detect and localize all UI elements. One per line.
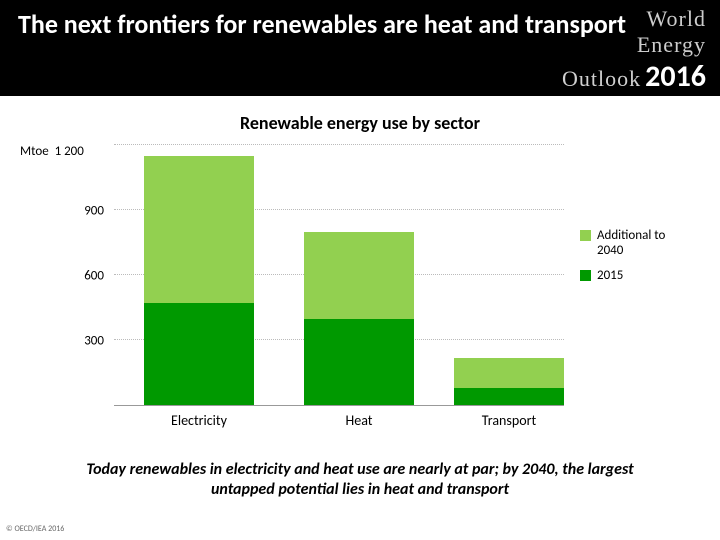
legend-item-2015: 2015 [580, 268, 687, 283]
bar-2015 [454, 388, 564, 405]
legend-swatch-additional [580, 230, 591, 241]
logo-line-1: World [562, 6, 706, 32]
category-label: Transport [454, 412, 564, 429]
weo-logo: World Energy Outlook2016 [562, 6, 706, 95]
chart-area: Mtoe 1 200 Additional to 2040 2015 30060… [24, 146, 696, 446]
legend-label-additional: Additional to 2040 [597, 228, 687, 258]
plot [114, 146, 564, 406]
legend: Additional to 2040 2015 [580, 228, 687, 293]
logo-line-3: Outlook [562, 66, 641, 91]
y-tick-label: 300 [64, 334, 104, 349]
slide-title: The next frontiers for renewables are he… [18, 10, 626, 39]
logo-year: 2016 [645, 58, 706, 95]
category-label: Heat [304, 412, 414, 429]
logo-line-2: Energy [562, 32, 706, 58]
y-tick-label: 900 [64, 204, 104, 219]
caption: Today renewables in electricity and heat… [60, 460, 660, 500]
bar-2015 [304, 319, 414, 405]
slide: The next frontiers for renewables are he… [0, 0, 720, 540]
legend-label-2015: 2015 [597, 268, 623, 283]
legend-swatch-2015 [580, 270, 591, 281]
gridline [114, 144, 564, 145]
category-label: Electricity [144, 412, 254, 429]
bar-additional [454, 358, 564, 387]
y-tick-label: 600 [64, 269, 104, 284]
bar-additional [144, 156, 254, 303]
y-axis-unit: Mtoe 1 200 [20, 144, 84, 159]
legend-item-additional: Additional to 2040 [580, 228, 687, 258]
copyright: © OECD/IEA 2016 [6, 524, 64, 534]
chart-title: Renewable energy use by sector [0, 112, 720, 134]
bar-additional [304, 232, 414, 320]
bar-2015 [144, 303, 254, 405]
